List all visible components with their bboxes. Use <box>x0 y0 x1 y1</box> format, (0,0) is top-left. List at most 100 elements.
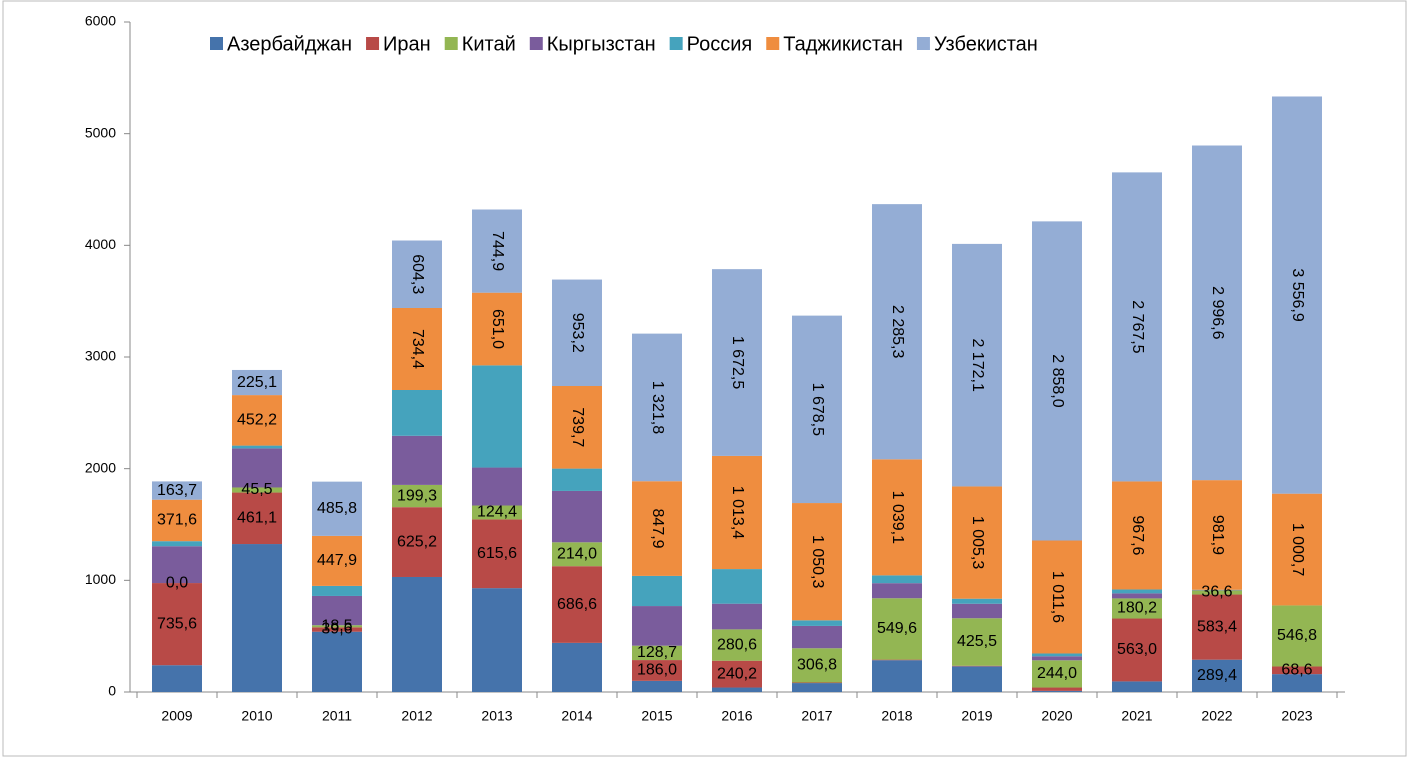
y-tick-label: 0 <box>108 683 116 699</box>
bar-segment <box>392 307 442 390</box>
data-label: 280,6 <box>717 636 757 653</box>
legend-label: Таджикистан <box>783 33 903 55</box>
bar-segment <box>152 583 202 666</box>
bar-segment <box>1272 96 1322 494</box>
bar-segment <box>632 575 682 607</box>
bar-segment <box>872 204 922 460</box>
y-tick-label: 2000 <box>85 459 116 475</box>
bar-segment <box>872 660 922 692</box>
data-label: 225,1 <box>237 374 277 391</box>
bar-segment <box>232 395 282 446</box>
data-label: 2 858,0 <box>1049 354 1066 407</box>
y-tick-label: 1000 <box>85 571 116 587</box>
x-tick-label: 2019 <box>961 708 992 724</box>
bar-segment <box>312 585 362 596</box>
bar-segment <box>952 666 1002 692</box>
data-label: 651,0 <box>489 309 506 349</box>
data-label: 39,6 <box>321 621 352 638</box>
bar-segment <box>712 455 762 570</box>
bar-segment <box>552 490 602 543</box>
bar-segment <box>712 569 762 604</box>
bar-segment <box>872 659 922 661</box>
data-label: 2 996,6 <box>1209 286 1226 339</box>
legend-swatch <box>444 37 458 50</box>
bar-segment <box>392 507 442 577</box>
bar-segment <box>1112 681 1162 692</box>
data-label: 186,0 <box>637 662 677 679</box>
bar-segment <box>392 389 442 436</box>
bar-segment <box>1112 172 1162 482</box>
bar-segment <box>552 642 602 692</box>
data-label: 967,6 <box>1129 515 1146 555</box>
data-label: 214,0 <box>557 545 597 562</box>
data-label: 953,2 <box>569 313 586 353</box>
legend-swatch <box>916 37 930 50</box>
bar-segment <box>1032 690 1082 692</box>
bar-segment <box>1112 481 1162 590</box>
bar-segment <box>232 492 282 545</box>
data-label: 124,4 <box>477 504 517 521</box>
bar-segment <box>792 315 842 504</box>
bar-segment <box>1032 653 1082 657</box>
bar-segment <box>712 269 762 456</box>
bar-segment <box>952 618 1002 666</box>
data-label: 2 285,3 <box>889 305 906 358</box>
bar-segment <box>152 481 202 500</box>
bar-segment <box>232 487 282 493</box>
bar-segment <box>952 603 1002 619</box>
data-label: 735,6 <box>157 615 197 632</box>
data-label: 2 172,1 <box>969 338 986 391</box>
bar-segment <box>792 625 842 649</box>
data-label: 1 050,3 <box>809 535 826 588</box>
bar-segment <box>872 583 922 599</box>
data-label: 1 039,1 <box>889 491 906 544</box>
bar-segment <box>1112 589 1162 594</box>
bar-segment <box>152 541 202 547</box>
bar-segment <box>312 627 362 632</box>
bar-segment <box>312 595 362 626</box>
bar-segment <box>552 468 602 491</box>
y-tick-label: 3000 <box>85 348 116 364</box>
bar-segment <box>712 660 762 688</box>
bar-segment <box>632 645 682 661</box>
bar-segment <box>1032 221 1082 541</box>
bar-segment <box>1032 540 1082 654</box>
bar-segment <box>952 243 1002 487</box>
bar-segment <box>472 588 522 692</box>
legend-label: Азербайджан <box>227 33 352 55</box>
x-tick-label: 2023 <box>1281 708 1312 724</box>
bar-segment <box>792 648 842 683</box>
data-label: 625,2 <box>397 533 437 550</box>
data-label: 1 011,6 <box>1049 571 1066 623</box>
bar-segment <box>472 292 522 366</box>
data-label: 744,9 <box>489 231 506 271</box>
bar-segment <box>1272 674 1322 692</box>
bar-segment <box>552 542 602 567</box>
legend-swatch <box>669 37 683 50</box>
data-label: 604,3 <box>409 254 426 294</box>
x-tick-label: 2021 <box>1121 708 1152 724</box>
data-label: 240,2 <box>717 665 757 682</box>
bar-segment <box>232 369 282 396</box>
bar-segment <box>392 240 442 308</box>
bar-segment <box>952 665 1002 667</box>
legend-swatch <box>366 37 380 50</box>
bar-segment <box>872 459 922 576</box>
y-tick-label: 6000 <box>85 13 116 29</box>
bar-segment <box>232 544 282 692</box>
bar-segment <box>472 365 522 468</box>
data-label: 563,0 <box>1117 641 1157 658</box>
legend-swatch <box>210 37 223 50</box>
bar-segment <box>312 535 362 586</box>
data-label: 18,5 <box>321 617 352 634</box>
legend-label: Китай <box>462 33 516 55</box>
bar-segment <box>712 629 762 661</box>
bar-segment <box>1192 590 1242 595</box>
bar-segment <box>472 505 522 520</box>
bar-segment <box>1032 687 1082 691</box>
data-label: 1 013,4 <box>729 486 746 539</box>
x-tick-label: 2018 <box>881 708 912 724</box>
x-tick-label: 2020 <box>1041 708 1072 724</box>
